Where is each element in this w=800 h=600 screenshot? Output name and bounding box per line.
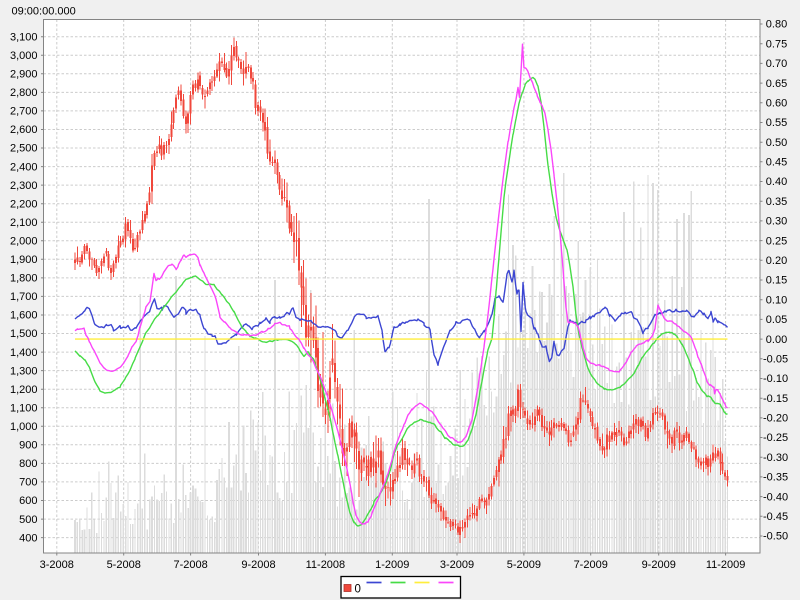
svg-text:0.10: 0.10 [766, 294, 787, 306]
svg-text:-0.30: -0.30 [763, 452, 788, 464]
svg-text:2,100: 2,100 [10, 217, 38, 229]
svg-text:7-2009: 7-2009 [574, 559, 608, 571]
svg-text:11-2008: 11-2008 [306, 559, 346, 571]
svg-text:09:00:00.000: 09:00:00.000 [12, 5, 76, 17]
svg-text:0.15: 0.15 [766, 275, 787, 287]
svg-text:0: 0 [355, 584, 361, 596]
svg-text:3-2009: 3-2009 [440, 559, 474, 571]
svg-text:5-2008: 5-2008 [107, 559, 141, 571]
svg-text:1,000: 1,000 [10, 421, 38, 433]
svg-text:11-2009: 11-2009 [706, 559, 746, 571]
svg-text:2,700: 2,700 [10, 106, 38, 118]
svg-text:1,800: 1,800 [10, 273, 38, 285]
svg-text:5-2009: 5-2009 [507, 559, 541, 571]
svg-text:1,300: 1,300 [10, 365, 38, 377]
svg-text:0.00: 0.00 [766, 334, 787, 346]
svg-text:2,600: 2,600 [10, 124, 38, 136]
svg-text:0.40: 0.40 [766, 176, 787, 188]
svg-text:0.50: 0.50 [766, 137, 787, 149]
svg-text:0.05: 0.05 [766, 314, 787, 326]
svg-text:1,400: 1,400 [10, 347, 38, 359]
svg-text:2,900: 2,900 [10, 69, 38, 81]
svg-text:1,200: 1,200 [10, 384, 38, 396]
svg-text:0.45: 0.45 [766, 157, 787, 169]
svg-text:0.30: 0.30 [766, 216, 787, 228]
svg-text:7-2008: 7-2008 [173, 559, 207, 571]
svg-text:-0.40: -0.40 [763, 491, 788, 503]
svg-text:-0.35: -0.35 [763, 472, 788, 484]
svg-text:1-2009: 1-2009 [375, 559, 409, 571]
svg-text:1,600: 1,600 [10, 310, 38, 322]
svg-text:0.20: 0.20 [766, 255, 787, 267]
svg-text:0.55: 0.55 [766, 117, 787, 129]
svg-text:3,100: 3,100 [10, 31, 38, 43]
svg-text:0.65: 0.65 [766, 78, 787, 90]
svg-text:500: 500 [19, 514, 37, 526]
svg-text:3,000: 3,000 [10, 50, 38, 62]
svg-text:-0.15: -0.15 [763, 393, 788, 405]
svg-text:400: 400 [19, 532, 37, 544]
svg-text:0.25: 0.25 [766, 235, 787, 247]
svg-text:-0.50: -0.50 [763, 531, 788, 543]
svg-text:2,300: 2,300 [10, 180, 38, 192]
svg-text:1,900: 1,900 [10, 254, 38, 266]
svg-text:-0.25: -0.25 [763, 432, 788, 444]
svg-text:0.75: 0.75 [766, 38, 787, 50]
svg-text:1,100: 1,100 [10, 402, 38, 414]
svg-text:0.80: 0.80 [766, 19, 787, 31]
svg-text:-0.10: -0.10 [763, 373, 788, 385]
svg-text:700: 700 [19, 477, 37, 489]
svg-text:800: 800 [19, 458, 37, 470]
svg-text:9-2009: 9-2009 [642, 559, 676, 571]
svg-text:2,800: 2,800 [10, 87, 38, 99]
svg-text:2,500: 2,500 [10, 143, 38, 155]
svg-text:3-2008: 3-2008 [40, 559, 74, 571]
svg-text:-0.20: -0.20 [763, 413, 788, 425]
svg-text:1,500: 1,500 [10, 328, 38, 340]
svg-text:900: 900 [19, 440, 37, 452]
svg-text:0.35: 0.35 [766, 196, 787, 208]
svg-text:2,400: 2,400 [10, 161, 38, 173]
svg-text:0.70: 0.70 [766, 58, 787, 70]
svg-text:2,200: 2,200 [10, 198, 38, 210]
svg-text:2,000: 2,000 [10, 236, 38, 248]
svg-text:0.60: 0.60 [766, 98, 787, 110]
svg-text:9-2008: 9-2008 [241, 559, 275, 571]
svg-text:1,700: 1,700 [10, 291, 38, 303]
svg-text:-0.45: -0.45 [763, 511, 788, 523]
svg-text:-0.05: -0.05 [763, 354, 788, 366]
svg-text:600: 600 [19, 495, 37, 507]
